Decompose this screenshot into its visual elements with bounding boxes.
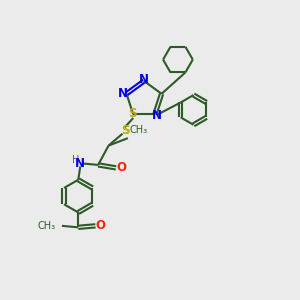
Text: N: N [139, 73, 149, 86]
Text: O: O [116, 161, 126, 174]
Text: O: O [96, 219, 106, 232]
Text: N: N [152, 110, 162, 122]
Text: H: H [73, 155, 80, 166]
Text: N: N [118, 87, 128, 100]
Text: S: S [121, 124, 129, 137]
Text: N: N [75, 157, 85, 170]
Text: CH₃: CH₃ [129, 124, 148, 135]
Text: S: S [128, 107, 137, 120]
Text: CH₃: CH₃ [38, 221, 56, 231]
